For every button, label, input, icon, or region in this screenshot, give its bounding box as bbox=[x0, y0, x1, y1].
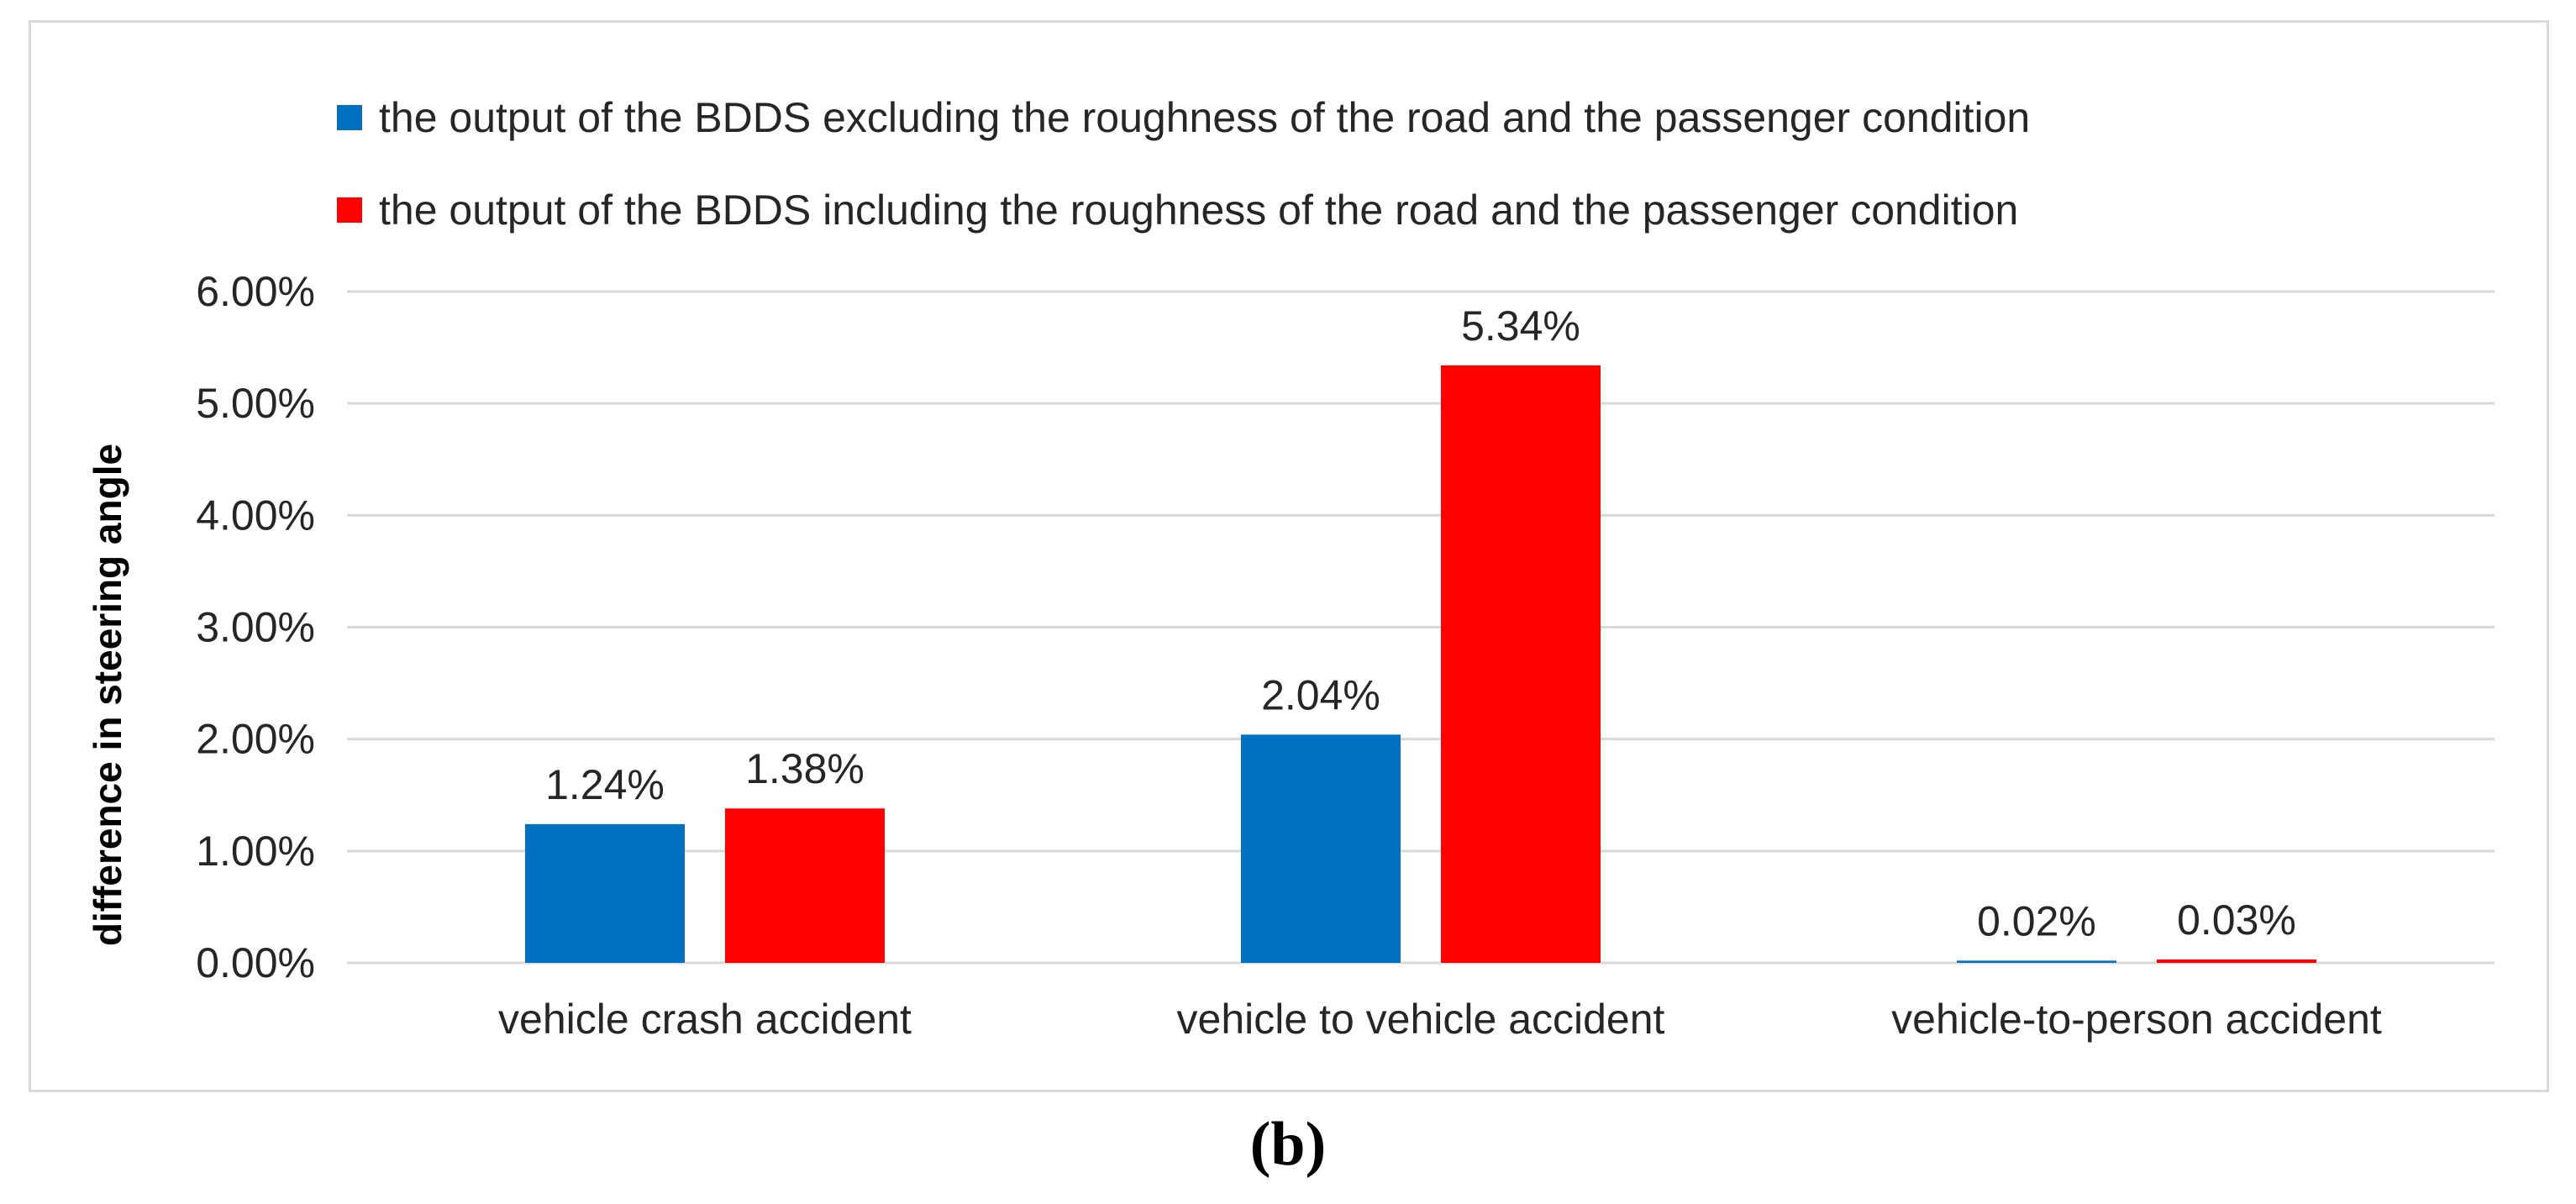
data-label: 5.34% bbox=[1461, 302, 1580, 350]
legend-label: the output of the BDDS excluding the rou… bbox=[379, 94, 2031, 141]
legend: the output of the BDDS excluding the rou… bbox=[337, 71, 2030, 256]
legend-item-including: the output of the BDDS including the rou… bbox=[337, 164, 2030, 256]
legend-label: the output of the BDDS including the rou… bbox=[379, 187, 2019, 234]
bar-excluding bbox=[525, 823, 685, 963]
data-label: 1.24% bbox=[545, 761, 665, 808]
y-tick-label: 0.00% bbox=[196, 939, 315, 986]
y-axis-ticks: 0.00% 1.00% 2.00% 3.00% 4.00% 5.00% 6.00% bbox=[196, 268, 315, 986]
category-label: vehicle-to-person accident bbox=[1891, 996, 2382, 1043]
y-tick-label: 4.00% bbox=[196, 492, 315, 539]
y-tick-label: 6.00% bbox=[196, 268, 315, 315]
panel-label: (b) bbox=[1249, 1110, 1327, 1179]
chart-frame: 0.00% 1.00% 2.00% 3.00% 4.00% 5.00% 6.00% 1.24… bbox=[29, 20, 2549, 1092]
bar-including bbox=[725, 808, 885, 963]
bar-including bbox=[2157, 960, 2316, 963]
data-labels: 1.24% 1.38% 2.04% 5.34% 0.02% 0.03% bbox=[545, 302, 2296, 944]
data-label: 1.38% bbox=[745, 745, 865, 792]
legend-item-excluding: the output of the BDDS excluding the rou… bbox=[337, 71, 2030, 164]
bar-including bbox=[1441, 365, 1601, 963]
legend-swatch-red bbox=[337, 197, 362, 223]
y-tick-label: 3.00% bbox=[196, 604, 315, 651]
legend-swatch-blue bbox=[337, 105, 362, 130]
y-tick-label: 5.00% bbox=[196, 380, 315, 427]
data-label: 2.04% bbox=[1261, 671, 1380, 718]
bar-chart: 0.00% 1.00% 2.00% 3.00% 4.00% 5.00% 6.00% 1.24… bbox=[86, 268, 2495, 1043]
y-tick-label: 1.00% bbox=[196, 828, 315, 875]
bar-excluding bbox=[1241, 734, 1401, 963]
category-label: vehicle to vehicle accident bbox=[1177, 996, 1665, 1043]
x-axis-categories: vehicle crash accident vehicle to vehicle… bbox=[498, 996, 2382, 1043]
bar-excluding bbox=[1957, 960, 2116, 963]
y-axis-label: difference in steering angle bbox=[86, 444, 129, 946]
gridlines bbox=[347, 290, 2495, 965]
y-tick-label: 2.00% bbox=[196, 716, 315, 763]
data-label: 0.02% bbox=[1977, 897, 2096, 944]
category-label: vehicle crash accident bbox=[498, 996, 912, 1043]
data-label: 0.03% bbox=[2177, 896, 2296, 944]
bars bbox=[525, 365, 2316, 963]
